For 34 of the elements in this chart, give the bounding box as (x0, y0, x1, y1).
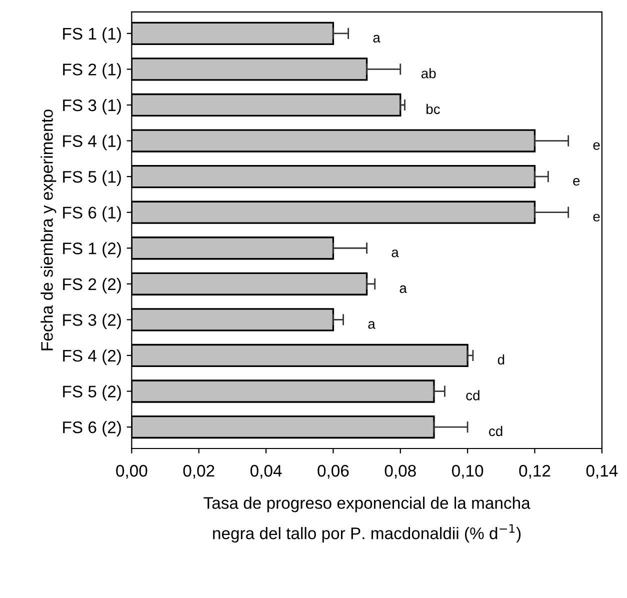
annotation: ab (421, 68, 436, 78)
annotation: a (373, 34, 380, 43)
y-axis-title: Fecha de siembra y experimento (40, 110, 56, 350)
annotation: a (400, 285, 407, 293)
y-tick-label: FS 4 (1) (63, 134, 121, 150)
x-tick-label: 0,14 (586, 464, 618, 479)
x-tick-label: 0,00 (116, 464, 148, 479)
annotation: e (573, 178, 580, 186)
annotation: e (593, 214, 600, 222)
y-tick-label: FS 1 (2) (63, 242, 121, 258)
x-tick-label: 0,02 (183, 464, 214, 479)
y-tick-label: FS 5 (2) (63, 385, 121, 401)
annotation: e (593, 142, 600, 150)
x-tick-label: 0,10 (452, 464, 484, 479)
annotation: cd (489, 426, 502, 436)
annotation: cd (466, 390, 480, 400)
x-tick-label: 0,08 (384, 464, 416, 479)
y-tick-label: FS 3 (2) (63, 314, 121, 330)
y-tick-label: FS 6 (1) (63, 206, 121, 222)
y-tick-label: FS 2 (2) (63, 278, 121, 294)
x-tick-label: 0,06 (318, 464, 349, 479)
y-tick-label: FS 4 (2) (63, 349, 121, 365)
y-tick-label: FS 5 (1) (63, 170, 121, 186)
y-tick-label: FS 2 (1) (63, 63, 121, 79)
y-tick-label: FS 3 (1) (63, 98, 121, 114)
y-tick-label: FS 1 (1) (63, 27, 121, 43)
annotation: bc (426, 104, 440, 114)
x-tick-label: 0,12 (519, 464, 550, 479)
x-tick-label: 0,04 (250, 464, 282, 479)
annotation: a (368, 321, 376, 329)
y-tick-label: FS 6 (2) (63, 420, 121, 437)
x-axis-title: Tasa de progreso exponencial de la mancha negra del tallo por P. macdonaldii (% d$^{−1}$) (204, 496, 530, 543)
annotation: d (498, 354, 504, 365)
annotation: a (392, 250, 399, 258)
